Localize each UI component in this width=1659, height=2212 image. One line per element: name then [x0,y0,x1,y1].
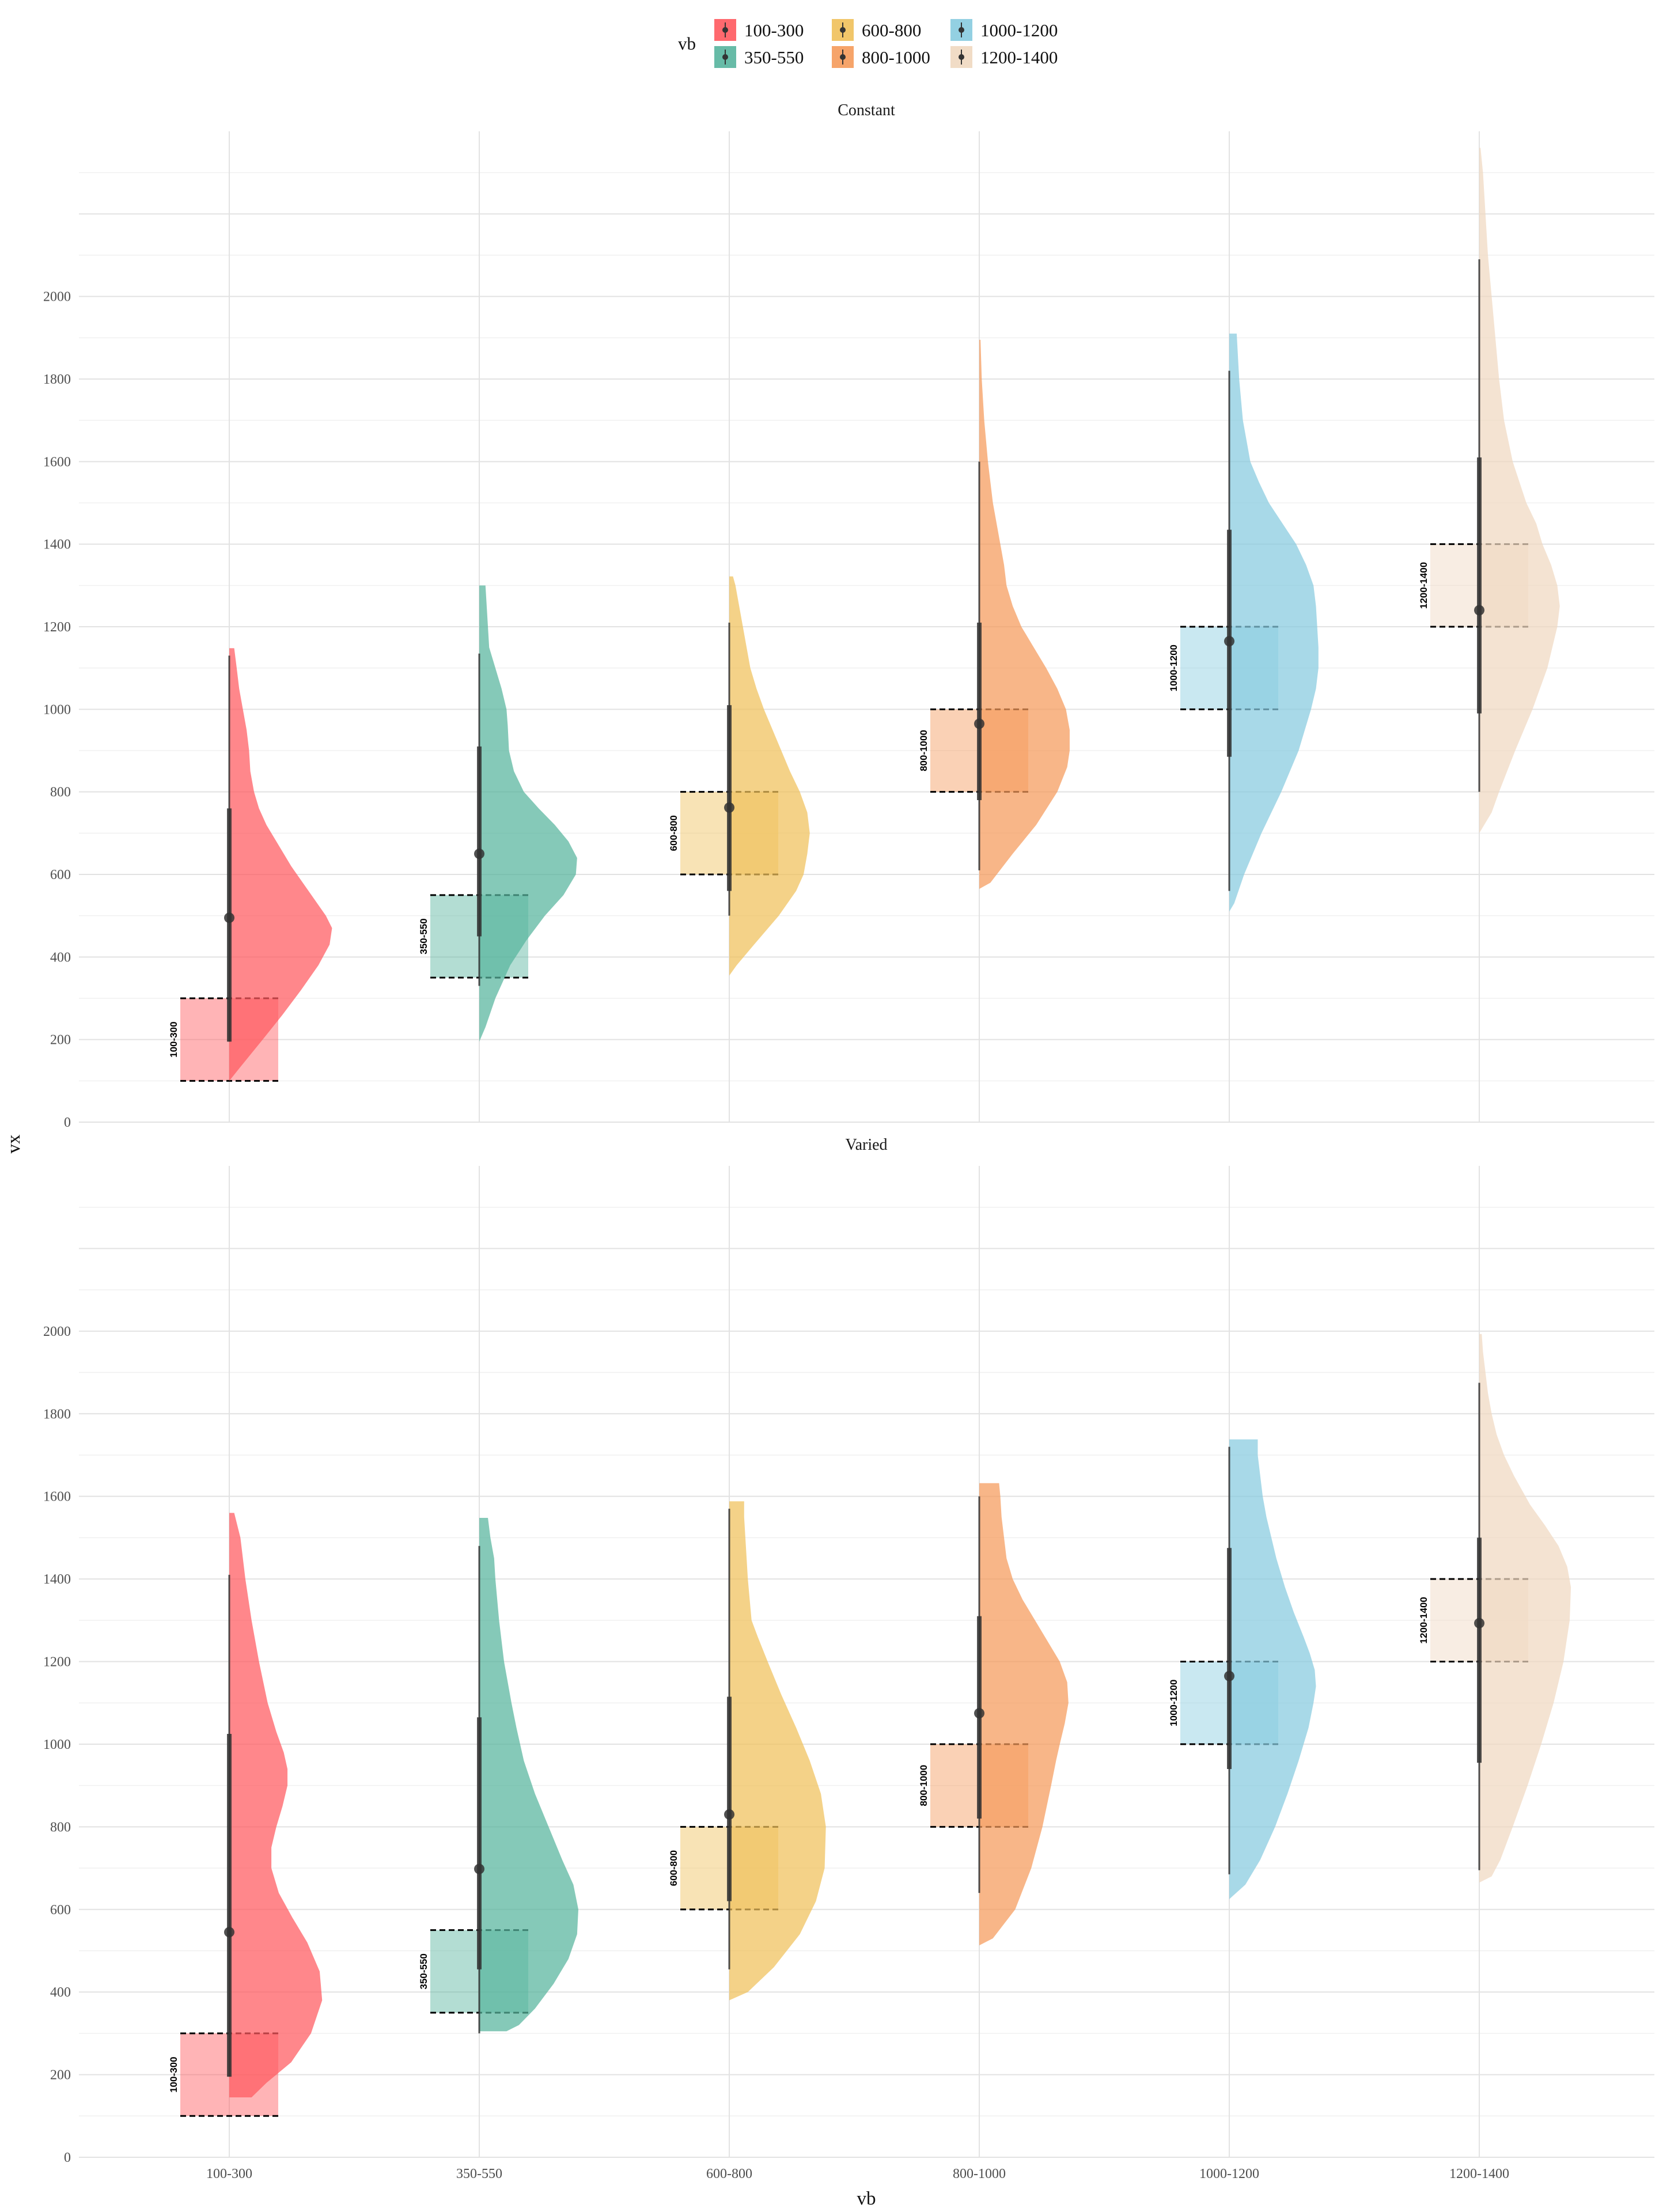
y-tick-label: 1000 [43,702,71,717]
legend-swatch-point [959,54,964,60]
violin-shape [1479,147,1560,834]
median-point [474,849,484,859]
x-tick-label: 600-800 [706,2166,752,2181]
violin-shape [1229,1439,1316,1899]
y-tick-label: 1200 [43,620,71,635]
y-tick-label: 1400 [43,1572,71,1587]
range-box-label: 800-1000 [918,730,929,771]
range-box-label: 800-1000 [918,1765,929,1806]
legend-swatch-point [959,27,964,33]
y-tick-label: 0 [64,2150,71,2165]
violin-shape [979,1483,1069,1946]
legend-entry-label: 800-1000 [862,47,930,67]
median-point [224,1927,234,1938]
range-box-label: 100-300 [168,1021,179,1057]
y-tick-label: 1200 [43,1655,71,1670]
y-tick-label: 200 [50,2068,71,2083]
range-box-label: 100-300 [168,2056,179,2092]
violin-shape [229,1513,323,2098]
violin-shape [229,648,332,1081]
range-box-label: 350-550 [418,1953,429,1989]
legend-entry-label: 600-800 [862,20,921,40]
facet-title: Constant [838,101,895,119]
x-axis-title: vb [857,2188,876,2209]
median-point [1224,1671,1234,1681]
median-point [724,802,734,813]
x-tick-label: 100-300 [206,2166,252,2181]
legend-entry-label: 1000-1200 [980,20,1058,40]
violin-shape [979,339,1070,889]
range-box-label: 1000-1200 [1168,1680,1179,1726]
x-tick-label: 800-1000 [953,2166,1006,2181]
violin-shape [729,1501,826,2001]
range-box-label: 350-550 [418,918,429,954]
legend-swatch-point [722,54,728,60]
legend-entry-label: 350-550 [744,47,804,67]
violin-shape [1229,334,1319,912]
median-point [1474,1618,1484,1628]
y-tick-label: 400 [50,1985,71,2000]
y-tick-label: 1800 [43,1407,71,1422]
y-tick-label: 800 [50,1820,71,1835]
y-tick-label: 800 [50,785,71,800]
median-point [974,718,984,729]
median-point [224,912,234,923]
x-tick-label: 1200-1400 [1449,2166,1509,2181]
y-tick-label: 2000 [43,1324,71,1339]
y-tick-label: 1600 [43,454,71,469]
violin-shape [1479,1334,1571,1883]
median-point [974,1708,984,1719]
range-box-label: 600-800 [668,1850,679,1886]
x-tick-label: 1000-1200 [1199,2166,1259,2181]
y-tick-label: 1400 [43,537,71,552]
y-tick-label: 600 [50,1903,71,1918]
range-box-label: 1200-1400 [1418,1597,1429,1643]
violin-shape [479,585,577,1042]
y-tick-label: 200 [50,1033,71,1048]
median-point [474,1863,484,1874]
median-point [1474,605,1484,616]
y-axis-title: vx [3,1134,24,1154]
legend-entry-label: 1200-1400 [980,47,1058,67]
x-tick-label: 350-550 [456,2166,502,2181]
legend-title: vb [678,33,696,54]
range-box-label: 1000-1200 [1168,645,1179,691]
y-tick-label: 400 [50,950,71,965]
legend-entry-label: 100-300 [744,20,804,40]
median-point [724,1809,734,1820]
violin-shape [729,576,810,976]
y-tick-label: 0 [64,1115,71,1130]
violin-shape [479,1517,578,2032]
y-tick-label: 1000 [43,1737,71,1752]
facet-title: Varied [845,1136,887,1154]
range-box-label: 1200-1400 [1418,562,1429,609]
range-box-label: 600-800 [668,815,679,851]
legend-swatch-point [722,27,728,33]
y-tick-label: 1600 [43,1490,71,1505]
median-point [1224,636,1234,647]
legend-swatch-point [840,27,846,33]
y-tick-label: 1800 [43,372,71,387]
legend-swatch-point [840,54,846,60]
y-tick-label: 2000 [43,290,71,305]
y-tick-label: 600 [50,868,71,882]
